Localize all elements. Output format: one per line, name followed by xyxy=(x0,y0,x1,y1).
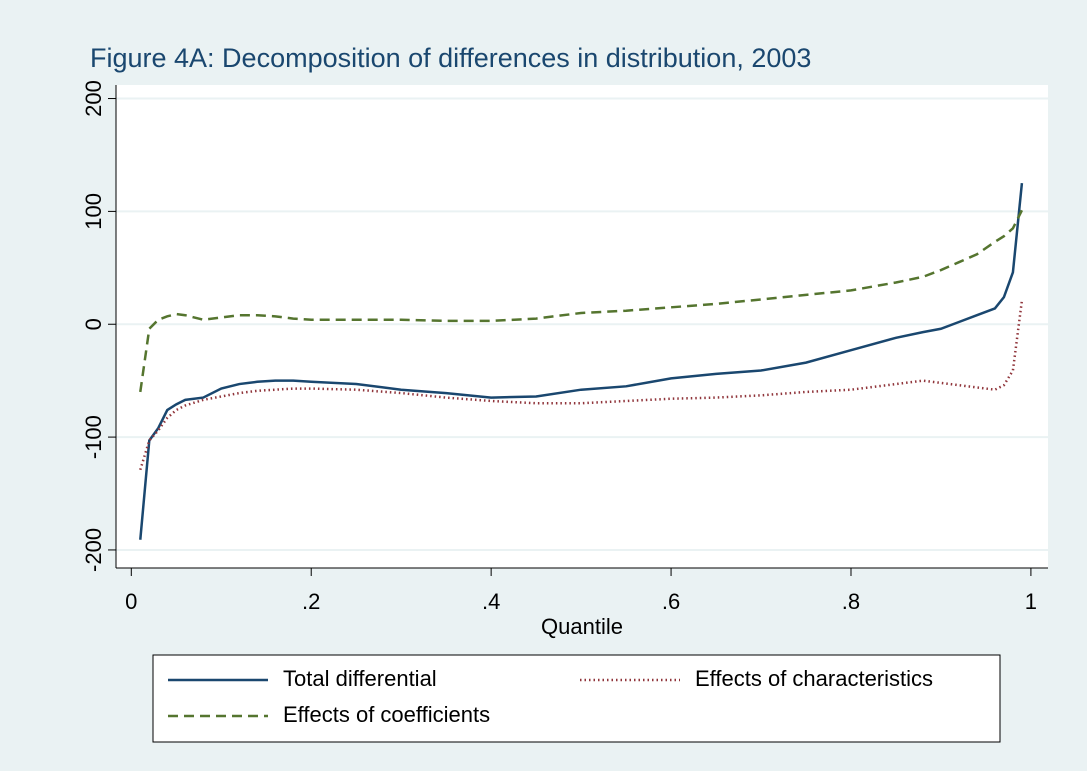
series-line xyxy=(139,300,1024,471)
legend-label: Effects of coefficients xyxy=(283,702,490,727)
x-tick-label: .2 xyxy=(302,589,320,614)
series-line xyxy=(139,183,1024,540)
x-tick-label: .4 xyxy=(482,589,500,614)
y-tick-label: -100 xyxy=(81,415,106,459)
y-tick-label: 100 xyxy=(81,193,106,230)
x-tick-label: 0 xyxy=(125,589,137,614)
x-tick-label: .6 xyxy=(662,589,680,614)
plot-area xyxy=(116,85,1048,568)
y-tick-label: 0 xyxy=(81,318,106,330)
legend-label: Total differential xyxy=(283,666,437,691)
x-axis-label: Quantile xyxy=(541,614,623,639)
y-tick-label: 200 xyxy=(81,80,106,117)
x-tick-label: .8 xyxy=(842,589,860,614)
y-tick-label: -200 xyxy=(81,528,106,572)
legend xyxy=(152,654,1001,743)
chart-title: Figure 4A: Decomposition of differences … xyxy=(90,43,811,73)
x-tick-label: 1 xyxy=(1025,589,1037,614)
legend-label: Effects of characteristics xyxy=(695,666,933,691)
series-line xyxy=(139,209,1024,393)
